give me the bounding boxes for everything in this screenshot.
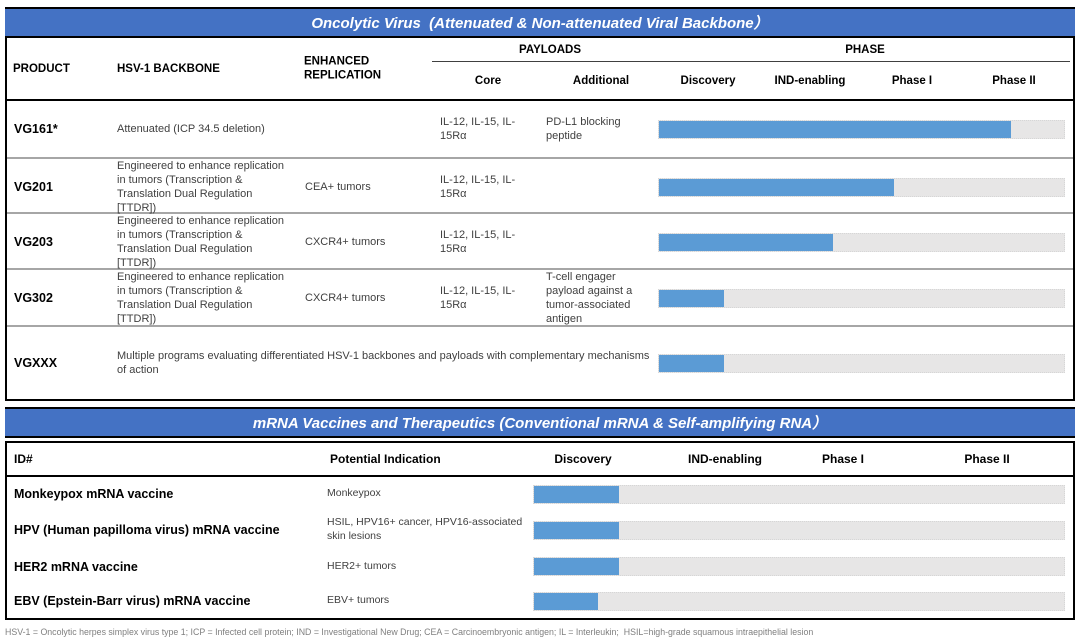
phase-progress-track bbox=[533, 557, 1065, 576]
mrna-section-banner: mRNA Vaccines and Therapeutics (Conventi… bbox=[5, 407, 1075, 438]
col-header-additional: Additional bbox=[572, 75, 630, 87]
oncolytic-table-header: PRODUCT HSV-1 BACKBONE ENHANCED REPLICAT… bbox=[7, 38, 1073, 101]
phase-track-cell bbox=[533, 520, 1073, 540]
product-name: VG201 bbox=[14, 180, 53, 195]
indication-cell: HER2+ tumors bbox=[327, 559, 397, 572]
phase-track-cell bbox=[658, 353, 1073, 373]
phase-progress-bar bbox=[659, 120, 1012, 138]
phase-progress-track bbox=[533, 520, 1065, 540]
backbone-cell: Attenuated (ICP 34.5 deletion) bbox=[117, 122, 265, 135]
col-header-phase-1: Phase I bbox=[891, 75, 933, 87]
phase-track-cell bbox=[533, 484, 1073, 504]
phase-progress-bar bbox=[659, 289, 724, 307]
core-payload-cell: IL-12, IL-15, IL-15Rα bbox=[440, 174, 516, 201]
phase-progress-bar bbox=[534, 521, 619, 539]
col-header-backbone: HSV-1 BACKBONE bbox=[117, 62, 220, 75]
pipeline-row-vgxxx: VGXXX Multiple programs evaluating diffe… bbox=[7, 325, 1073, 399]
col-header-discovery: Discovery bbox=[554, 452, 612, 466]
mrna-row-ebv: EBV (Epstein-Barr virus) mRNA vaccine EB… bbox=[7, 584, 1073, 618]
col-header-core: Core bbox=[474, 75, 502, 87]
phase-progress-track bbox=[658, 119, 1065, 139]
product-name: VG302 bbox=[14, 291, 53, 306]
program-description-cell: Multiple programs evaluating differentia… bbox=[117, 349, 650, 376]
phase-progress-bar bbox=[534, 558, 619, 575]
col-header-indication: Potential Indication bbox=[330, 452, 441, 466]
indication-cell: Monkeypox bbox=[327, 487, 381, 500]
phase-progress-bar bbox=[659, 354, 724, 372]
col-header-phase-2: Phase II bbox=[964, 452, 1010, 466]
vaccine-id: Monkeypox mRNA vaccine bbox=[14, 487, 174, 501]
col-group-payloads: PAYLOADS bbox=[519, 44, 581, 56]
abbreviations-footnote: HSV-1 = Oncolytic herpes simplex virus t… bbox=[5, 627, 814, 637]
col-header-ind-enabling: IND-enabling bbox=[774, 75, 846, 87]
phase-progress-track bbox=[533, 484, 1065, 504]
phase-progress-bar bbox=[659, 178, 894, 196]
core-payload-cell: IL-12, IL-15, IL-15Rα bbox=[440, 285, 516, 312]
oncolytic-section-title: Oncolytic Virus (Attenuated & Non-attenu… bbox=[311, 15, 769, 32]
product-name: VG203 bbox=[14, 235, 53, 250]
additional-payload-cell: PD-L1 blocking peptide bbox=[546, 115, 621, 142]
backbone-cell: Engineered to enhance replication in tum… bbox=[117, 215, 284, 270]
pipeline-row-vg203: VG203 Engineered to enhance replication … bbox=[7, 212, 1073, 270]
phase-progress-track bbox=[658, 232, 1065, 252]
col-header-discovery: Discovery bbox=[680, 75, 736, 87]
core-payload-cell: IL-12, IL-15, IL-15Rα bbox=[440, 229, 516, 256]
pipeline-row-vg201: VG201 Engineered to enhance replication … bbox=[7, 157, 1073, 215]
indication-cell: HSIL, HPV16+ cancer, HPV16-associated sk… bbox=[327, 516, 523, 542]
oncolytic-table: PRODUCT HSV-1 BACKBONE ENHANCED REPLICAT… bbox=[5, 38, 1075, 401]
header-divider-line bbox=[432, 61, 1070, 62]
indication-cell: EBV+ tumors bbox=[327, 594, 390, 607]
product-name: VG161* bbox=[14, 122, 58, 136]
col-header-ind-enabling: IND-enabling bbox=[688, 452, 762, 466]
phase-track-cell bbox=[533, 591, 1073, 611]
backbone-cell: Engineered to enhance replication in tum… bbox=[117, 271, 284, 326]
phase-progress-bar bbox=[659, 233, 834, 251]
phase-progress-track bbox=[533, 591, 1065, 611]
mrna-table-header: ID# Potential Indication Discovery IND-e… bbox=[7, 443, 1073, 477]
col-header-phase-2: Phase II bbox=[992, 75, 1036, 87]
enhanced-replication-cell: CEA+ tumors bbox=[305, 181, 371, 194]
phase-progress-bar bbox=[534, 592, 598, 610]
core-payload-cell: IL-12, IL-15, IL-15Rα bbox=[440, 115, 516, 142]
col-header-phase-1: Phase I bbox=[821, 452, 865, 466]
oncolytic-section-banner: Oncolytic Virus (Attenuated & Non-attenu… bbox=[5, 7, 1075, 38]
phase-track-cell bbox=[533, 557, 1073, 576]
pipeline-row-vg161: VG161* Attenuated (ICP 34.5 deletion) IL… bbox=[7, 101, 1073, 157]
mrna-section-title: mRNA Vaccines and Therapeutics (Conventi… bbox=[252, 415, 828, 432]
additional-payload-cell: T-cell engager payload against a tumor-a… bbox=[546, 271, 633, 326]
col-group-phase: PHASE bbox=[845, 44, 885, 56]
phase-progress-track bbox=[658, 288, 1065, 308]
col-header-id: ID# bbox=[14, 452, 33, 466]
product-name: VGXXX bbox=[14, 356, 58, 370]
vaccine-id: HPV (Human papilloma virus) mRNA vaccine bbox=[14, 523, 280, 537]
phase-track-cell bbox=[658, 288, 1073, 308]
col-header-enhanced-replication: ENHANCED REPLICATION bbox=[304, 55, 382, 82]
enhanced-replication-cell: CXCR4+ tumors bbox=[305, 236, 386, 249]
mrna-row-hpv: HPV (Human papilloma virus) mRNA vaccine… bbox=[7, 511, 1073, 549]
phase-progress-track bbox=[658, 353, 1065, 373]
backbone-cell: Engineered to enhance replication in tum… bbox=[117, 160, 284, 215]
phase-track-cell bbox=[658, 119, 1073, 139]
enhanced-replication-cell: CXCR4+ tumors bbox=[305, 292, 386, 305]
mrna-row-monkeypox: Monkeypox mRNA vaccine Monkeypox bbox=[7, 477, 1073, 511]
vaccine-id: EBV (Epstein-Barr virus) mRNA vaccine bbox=[14, 594, 251, 608]
phase-progress-bar bbox=[534, 485, 619, 503]
col-header-product: PRODUCT bbox=[13, 62, 70, 75]
phase-track-cell bbox=[658, 177, 1073, 197]
mrna-table: ID# Potential Indication Discovery IND-e… bbox=[5, 441, 1075, 620]
pipeline-row-vg302: VG302 Engineered to enhance replication … bbox=[7, 268, 1073, 325]
phase-track-cell bbox=[658, 232, 1073, 252]
mrna-row-her2: HER2 mRNA vaccine HER2+ tumors bbox=[7, 549, 1073, 584]
phase-progress-track bbox=[658, 177, 1065, 197]
vaccine-id: HER2 mRNA vaccine bbox=[14, 559, 138, 574]
